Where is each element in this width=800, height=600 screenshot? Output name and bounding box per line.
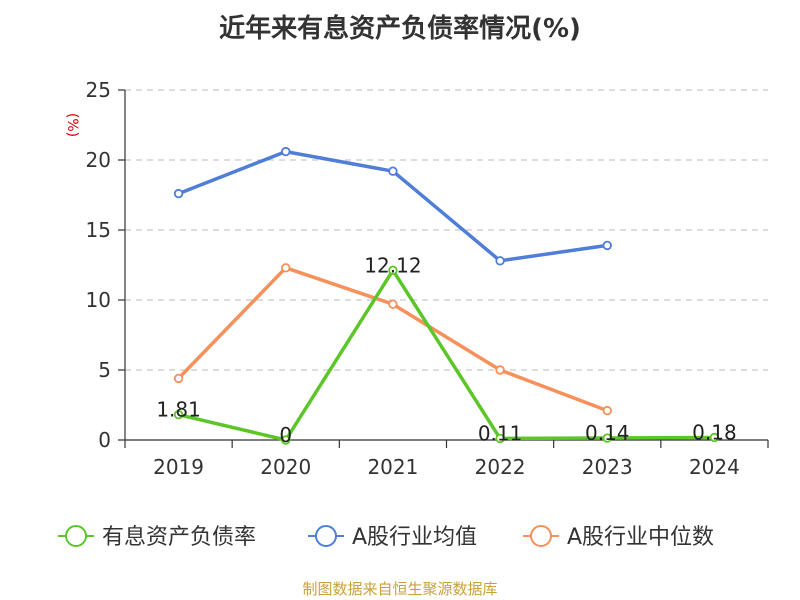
legend: 有息资产负债率 A股行业均值 A股行业中位数 — [58, 525, 714, 550]
data-point — [173, 188, 184, 199]
data-point — [388, 166, 398, 176]
y-tick-label: 5 — [98, 358, 111, 382]
data-point — [281, 435, 291, 445]
data-point — [388, 299, 398, 309]
chart-title: 近年来有息资产负债率情况(%) — [219, 14, 581, 44]
grid-layer — [125, 89, 768, 371]
x-tick-label: 2024 — [689, 455, 740, 479]
x-tick-label: 2022 — [475, 455, 526, 479]
data-label: 0.11 — [478, 421, 523, 445]
source-note: 制图数据来自恒生聚源数据库 — [302, 580, 498, 598]
legend-marker — [530, 525, 552, 547]
y-axis-label: (%) — [64, 113, 80, 137]
data-point — [173, 409, 184, 420]
legend-item-1: A股行业均值 — [308, 525, 477, 550]
y-tick-label: 20 — [86, 148, 111, 172]
data-label-layer: 1.81 0 12.12 0.11 0.14 0.18 — [156, 253, 736, 447]
data-point — [281, 263, 291, 273]
legend-item-0: 有息资产负债率 — [58, 525, 256, 550]
legend-item-2: A股行业中位数 — [523, 525, 714, 550]
legend-marker — [315, 525, 337, 547]
x-tick-label: 2019 — [153, 455, 204, 479]
y-tick-label: 0 — [98, 428, 111, 452]
data-label: 1.81 — [156, 398, 201, 422]
y-tick-label: 15 — [86, 218, 111, 242]
legend-marker — [65, 525, 87, 547]
y-tick-label: 25 — [86, 78, 111, 102]
data-point — [173, 373, 184, 384]
x-tick-label: 2021 — [367, 455, 418, 479]
x-tick-label: 2020 — [260, 455, 311, 479]
legend-label: A股行业均值 — [352, 525, 477, 550]
data-label: 0.14 — [585, 421, 630, 445]
legend-label: 有息资产负债率 — [102, 525, 256, 550]
series-line-2 — [176, 266, 609, 413]
series-layer — [173, 146, 720, 445]
x-tick-label: 2023 — [582, 455, 633, 479]
data-point — [281, 146, 291, 157]
data-point — [709, 432, 720, 443]
data-point — [602, 433, 612, 443]
data-point — [495, 256, 505, 266]
data-point — [602, 240, 612, 251]
data-point — [388, 265, 398, 276]
axis-layer: 0 5 10 15 20 25 2019 2020 2021 2022 2023 2024 (%) — [64, 78, 769, 479]
data-label: 0.18 — [692, 420, 737, 444]
data-label: 0 — [279, 423, 292, 447]
series-line-0 — [176, 268, 717, 442]
y-tick-label: 10 — [86, 288, 111, 312]
data-label: 12.12 — [364, 253, 421, 277]
legend-label: A股行业中位数 — [567, 525, 714, 550]
data-point — [495, 433, 505, 444]
data-point — [495, 365, 505, 375]
data-point — [602, 405, 612, 416]
